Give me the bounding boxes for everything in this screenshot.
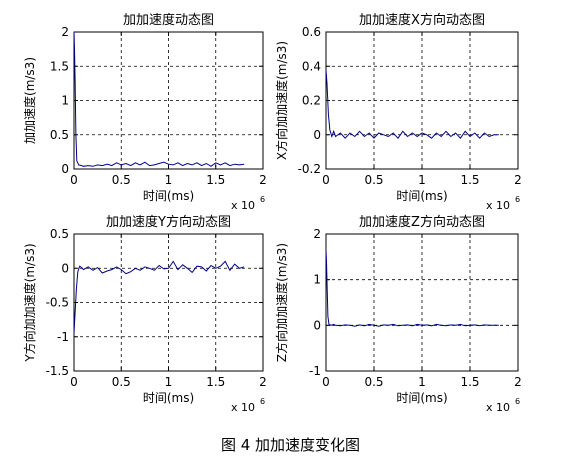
x-tick-label: 0 (70, 173, 78, 187)
x-tick-label: 2 (259, 375, 267, 389)
axes-box (73, 31, 264, 170)
x-axis-label: 时间(ms) (143, 189, 194, 203)
y-axis-label: X方向加加速度(m/s3) (274, 41, 289, 160)
x-exponent-power: 6 (515, 397, 520, 406)
y-tick-label: 2 (313, 227, 321, 241)
y-tick-label: 1 (61, 94, 69, 108)
chart-panel-2: 0 0.5 1 1.5 2-0.200.20.40.6加加速度X方向动态图时间(ms)x… (274, 12, 522, 212)
chart-title: 加加速度Z方向动态图 (359, 214, 485, 230)
x-tick-label: 2 (514, 375, 522, 389)
x-tick-label: 1 (165, 375, 173, 389)
x-tick-label: 0.5 (112, 375, 131, 389)
y-tick-label: -0.2 (298, 162, 321, 176)
x-tick-label: 1.5 (206, 375, 225, 389)
y-axis-label: Z方向加加速度(m/s3) (274, 243, 289, 362)
y-axis-label: 加加速度(m/s3) (22, 57, 37, 144)
y-tick-label: 1 (313, 273, 321, 287)
y-tick-label: 0.5 (50, 128, 69, 142)
x-exponent-base: x 10 (231, 401, 255, 414)
x-tick-label: 1 (165, 173, 173, 187)
x-tick-label: 1 (418, 173, 426, 187)
x-axis-label: 时间(ms) (396, 189, 447, 203)
chart-title: 加加速度X方向动态图 (359, 12, 485, 28)
x-tick-label: 1 (418, 375, 426, 389)
y-tick-label: 0.2 (302, 94, 321, 108)
x-exponent-base: x 10 (486, 401, 510, 414)
x-axis-label: 时间(ms) (396, 391, 447, 405)
y-tick-label: 1.5 (50, 59, 69, 73)
figure-caption: 图 4 加加速度变化图 (220, 436, 361, 454)
series-line-1 (325, 249, 499, 327)
y-tick-label: -1.5 (46, 364, 69, 378)
y-tick-label: 0 (61, 261, 69, 275)
series-line-1 (73, 31, 245, 167)
x-tick-label: 1.5 (460, 173, 479, 187)
x-tick-label: 2 (514, 173, 522, 187)
y-tick-label: -1 (57, 330, 69, 344)
x-exponent-label: x 10 6 (231, 397, 265, 414)
x-exponent-base: x 10 (486, 199, 510, 212)
x-tick-label: 0.5 (364, 375, 383, 389)
x-exponent-label: x 10 6 (486, 195, 520, 212)
y-tick-label: 0.6 (302, 25, 321, 39)
axes-box (325, 31, 519, 170)
y-tick-label: 0.4 (302, 59, 321, 73)
x-tick-label: 1.5 (206, 173, 225, 187)
y-tick-label: 0 (313, 128, 321, 142)
series-line-1 (73, 260, 245, 334)
x-exponent-label: x 10 6 (231, 195, 265, 212)
x-exponent-base: x 10 (231, 199, 255, 212)
x-axis-label: 时间(ms) (143, 391, 194, 405)
axes-box (325, 233, 519, 372)
x-tick-label: 0.5 (364, 173, 383, 187)
x-tick-label: 0 (322, 375, 330, 389)
y-tick-label: -0.5 (46, 296, 69, 310)
axes-box (73, 233, 264, 372)
x-tick-label: 1.5 (460, 375, 479, 389)
series-line-1 (325, 69, 499, 139)
y-tick-label: 0.5 (50, 227, 69, 241)
x-exponent-power: 6 (515, 195, 520, 204)
chart-title: 加加速度动态图 (123, 12, 214, 28)
x-tick-label: 0.5 (112, 173, 131, 187)
y-tick-label: 0 (313, 318, 321, 332)
x-exponent-power: 6 (260, 195, 265, 204)
chart-title: 加加速度Y方向动态图 (106, 214, 231, 230)
x-tick-label: 0 (322, 173, 330, 187)
x-exponent-label: x 10 6 (486, 397, 520, 414)
x-tick-label: 2 (259, 173, 267, 187)
y-tick-label: 0 (61, 162, 69, 176)
y-tick-label: -1 (309, 364, 321, 378)
y-tick-label: 2 (61, 25, 69, 39)
x-tick-label: 0 (70, 375, 78, 389)
y-axis-label: Y方向加加速度(m/s3) (22, 243, 37, 362)
x-exponent-power: 6 (260, 397, 265, 406)
